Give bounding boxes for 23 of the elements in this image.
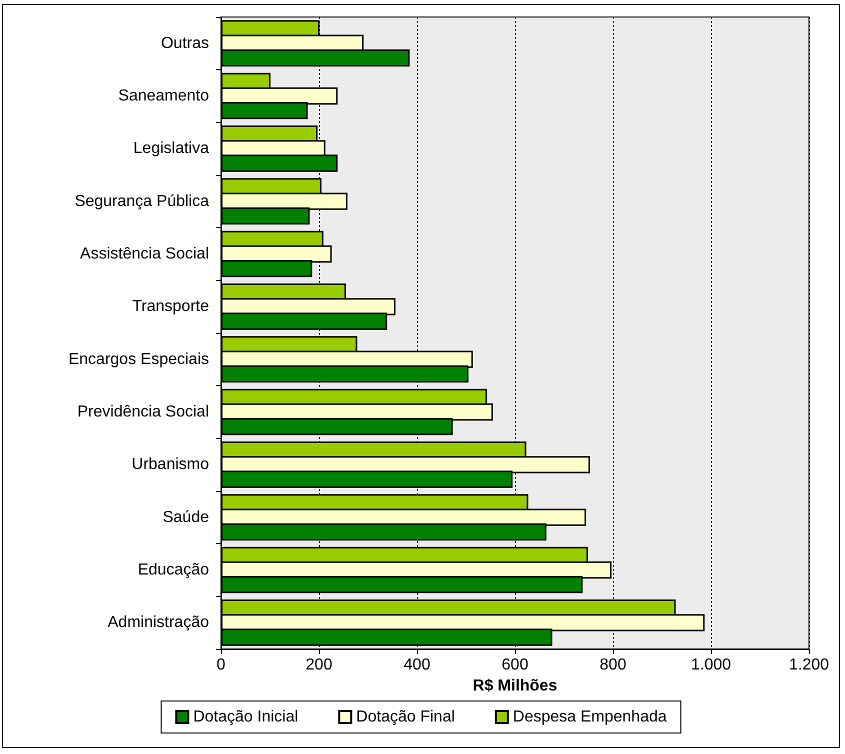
y-tick-label: Saúde [162, 508, 210, 526]
legend-label: Dotação Final [356, 708, 455, 726]
y-tick-label: Encargos Especiais [68, 350, 209, 368]
y-tick-label: Saneamento [118, 88, 210, 104]
x-tick-label: 200 [306, 656, 332, 674]
y-tick-label: Administração [108, 614, 210, 632]
y-tick-label: Assistência Social [80, 246, 209, 262]
x-tick-label: 1.000 [690, 656, 732, 674]
x-tick-label: 600 [502, 656, 528, 674]
y-tick-label: Segurança Pública [74, 192, 210, 210]
y-tick-label: Transporte [132, 298, 210, 316]
y-tick-label: Outras [160, 34, 209, 52]
x-tick-label: 1.200 [788, 656, 830, 674]
x-axis-title: R$ Milhões [472, 677, 558, 694]
y-tick-label: Legislativa [133, 140, 210, 158]
x-tick-label: 0 [216, 656, 226, 674]
legend-label: Despesa Empenhada [512, 708, 667, 726]
y-tick-label: Educação [138, 562, 210, 578]
x-tick-label: 400 [404, 656, 430, 674]
x-tick-label: 800 [600, 656, 626, 674]
legend-label: Dotação Inicial [193, 708, 298, 726]
y-tick-label: Previdência Social [77, 404, 209, 420]
y-tick-label: Urbanismo [132, 456, 210, 474]
